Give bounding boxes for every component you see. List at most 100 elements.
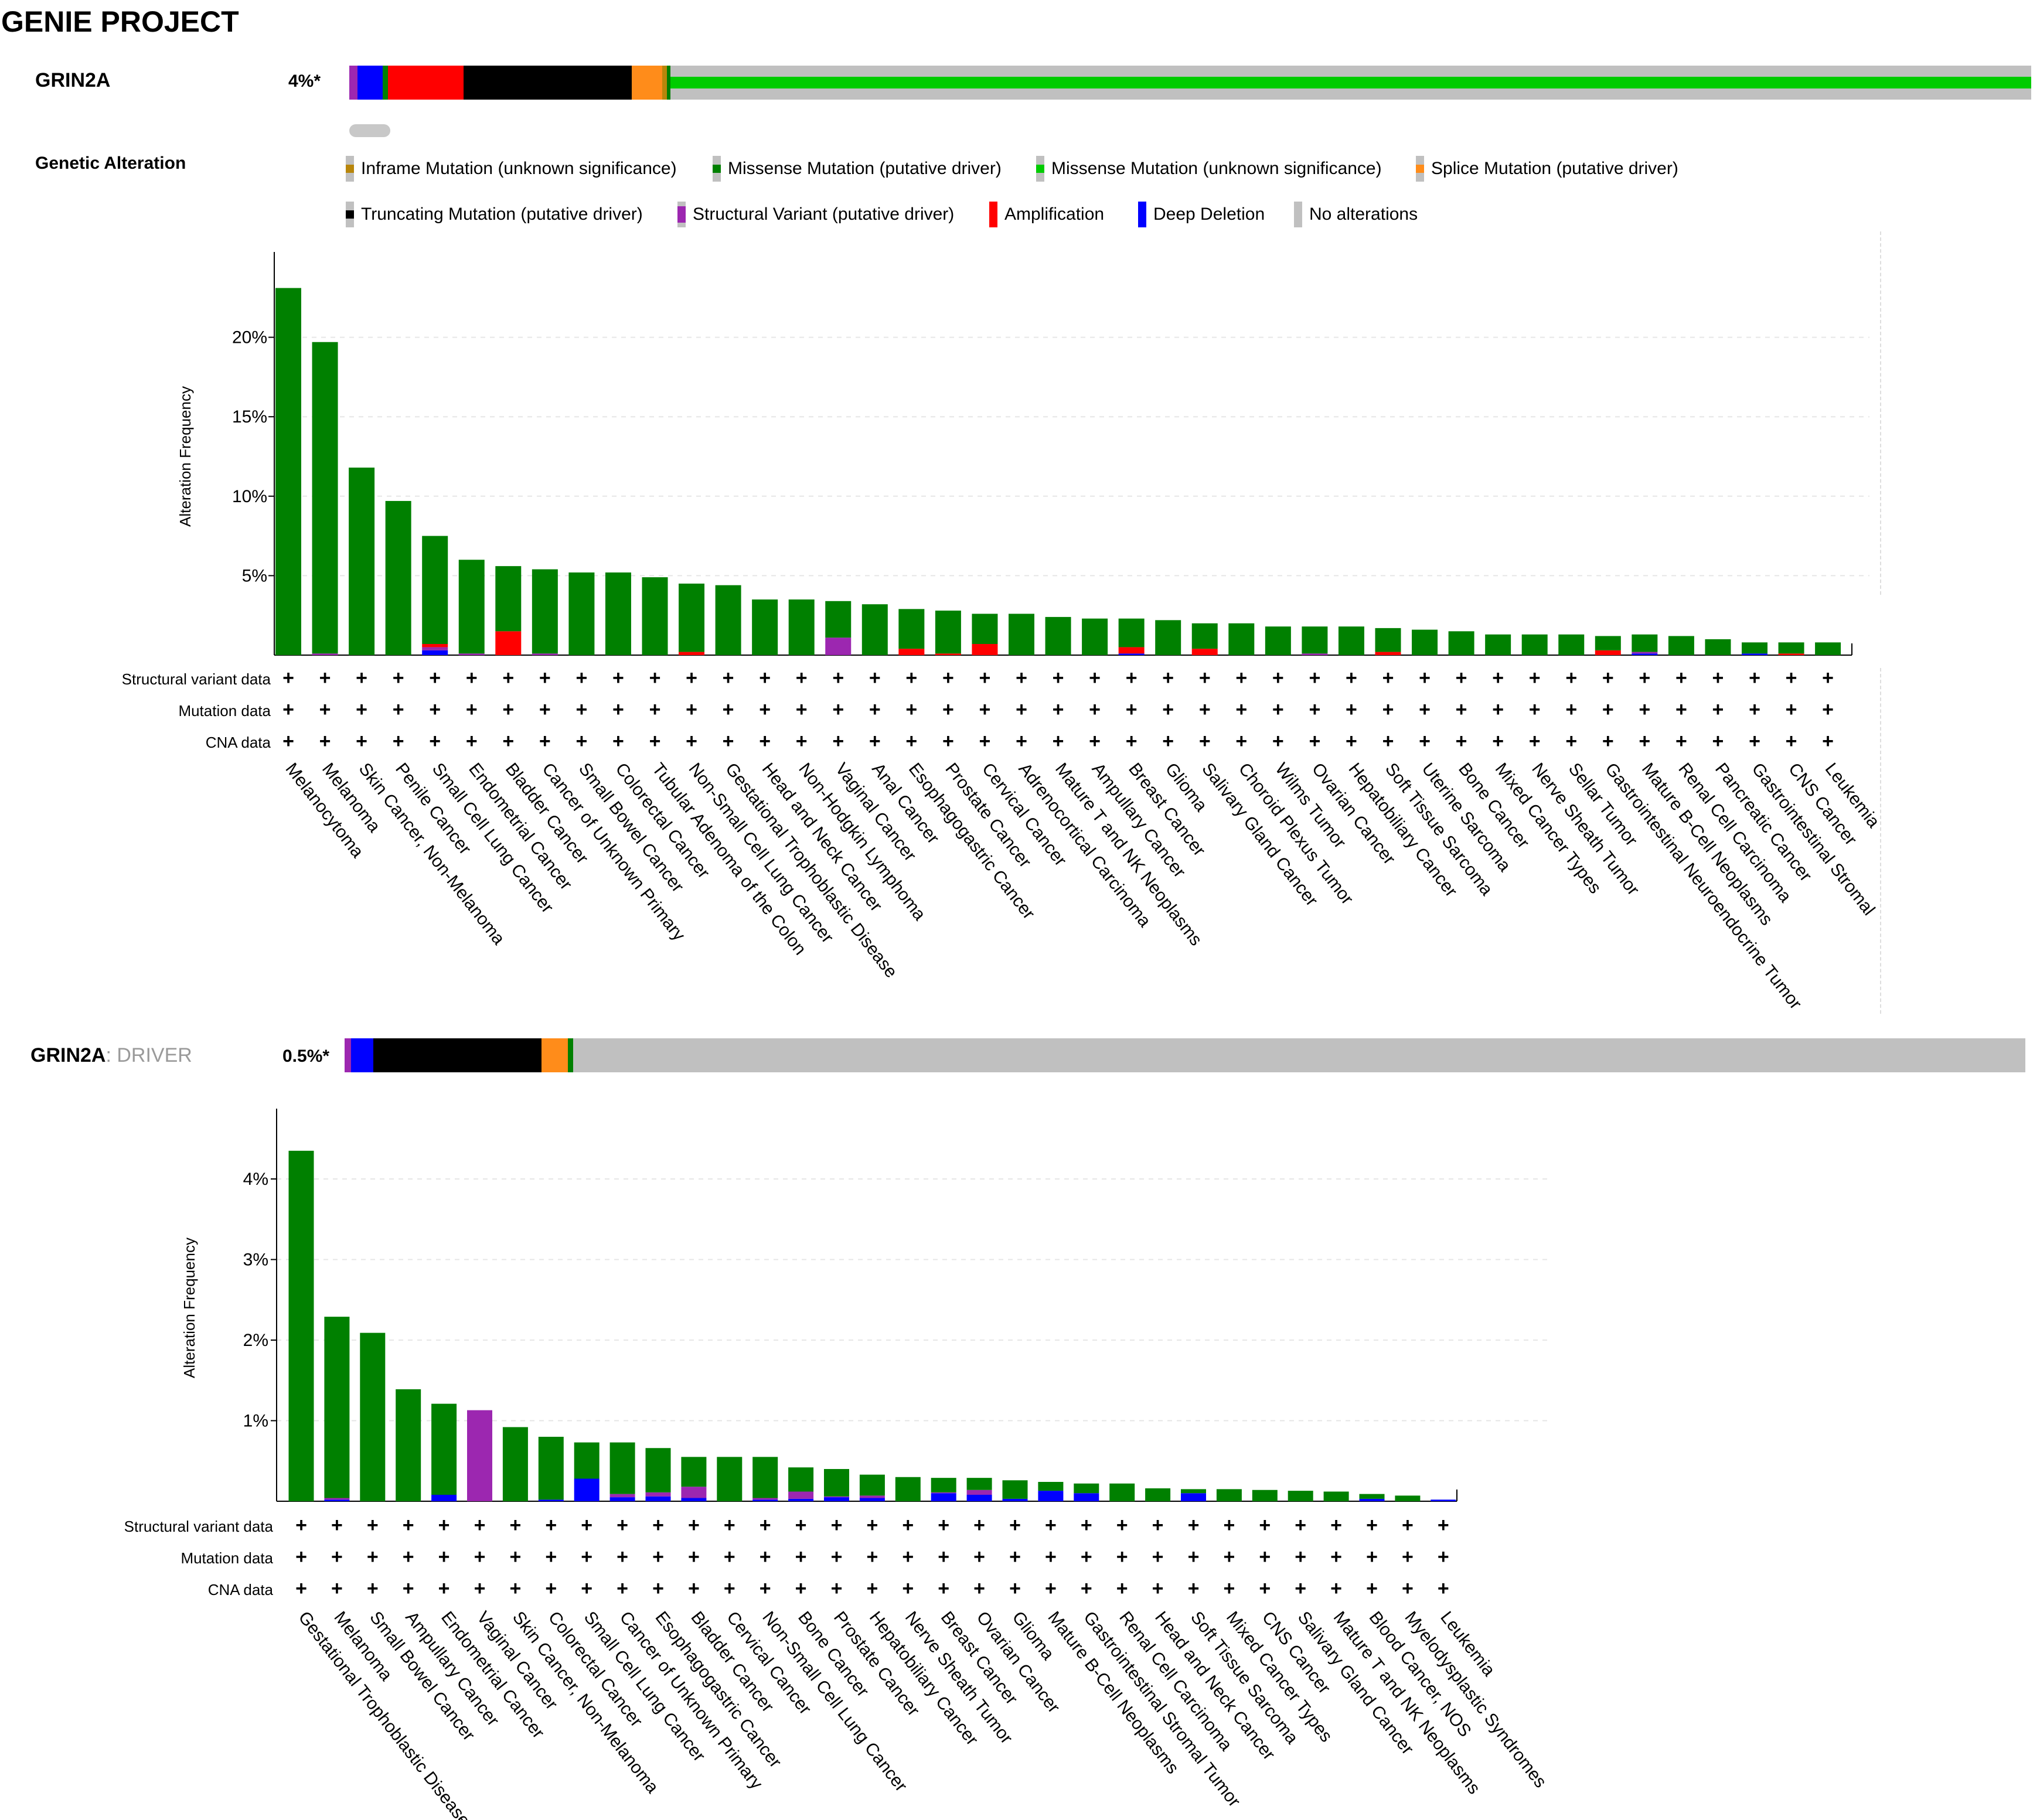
profile-mark: + xyxy=(979,730,991,752)
profile-mark: + xyxy=(1081,1514,1092,1536)
bar-missense-driver xyxy=(360,1332,386,1501)
bar-deep-deletion xyxy=(824,1497,849,1501)
profile-mark: + xyxy=(612,698,624,721)
profile-mark: + xyxy=(1188,1514,1200,1536)
bar-deep-deletion xyxy=(1118,653,1145,655)
profile-mark: + xyxy=(1366,1546,1378,1568)
profile-mark: + xyxy=(795,1546,807,1568)
profile-mark: + xyxy=(1053,667,1064,689)
oncoprint-segment-missense-driver[interactable] xyxy=(383,66,388,100)
oncoprint-segment-truncating-driver[interactable] xyxy=(464,66,632,100)
bar-missense-driver xyxy=(752,1457,778,1498)
profile-mark: + xyxy=(295,1546,307,1568)
oncoprint-segment-deep-deletion[interactable] xyxy=(357,66,383,100)
bar-missense-driver xyxy=(1074,1483,1099,1494)
chart-all-alterations: 5%10%15%20%Alteration Frequency+++Melano… xyxy=(122,252,1884,1013)
oncoprint-segment-missense-unknown[interactable] xyxy=(670,77,2031,88)
profile-mark: + xyxy=(1786,667,1797,689)
profile-mark: + xyxy=(1438,1514,1449,1536)
profile-mark: + xyxy=(1438,1546,1449,1568)
profile-mark: + xyxy=(1223,1514,1235,1536)
profile-mark: + xyxy=(1419,730,1431,752)
oncoprint-segment-splice-driver[interactable] xyxy=(632,66,662,100)
profile-mark: + xyxy=(1712,730,1724,752)
bar-missense-driver xyxy=(1216,1489,1242,1501)
bar-structural-variant xyxy=(859,1495,885,1498)
profile-mark: + xyxy=(652,1577,664,1600)
profile-mark: + xyxy=(539,667,551,689)
profile-row-label: Structural variant data xyxy=(124,1518,274,1535)
bar-structural-variant xyxy=(752,1498,778,1500)
profile-mark: + xyxy=(831,1546,843,1568)
bar-structural-variant xyxy=(681,1487,707,1498)
bar-deep-deletion xyxy=(422,650,448,655)
profile-mark: + xyxy=(1295,1546,1306,1568)
profile-mark: + xyxy=(832,667,844,689)
profile-mark: + xyxy=(1309,730,1320,752)
profile-mark: + xyxy=(1565,730,1577,752)
bar-missense-driver xyxy=(568,572,595,655)
bar-missense-driver xyxy=(1705,639,1731,655)
oncoprint-segment-structural-variant[interactable] xyxy=(345,1038,352,1072)
legend-swatch xyxy=(346,202,354,227)
profile-mark: + xyxy=(1235,698,1247,721)
chart-scroll-edge xyxy=(1880,231,1881,595)
legend-swatch xyxy=(713,156,721,182)
profile-mark: + xyxy=(1053,698,1064,721)
profile-mark: + xyxy=(760,1577,771,1600)
oncoprint-segment-missense-driver[interactable] xyxy=(667,66,671,100)
profile-mark: + xyxy=(1259,1514,1271,1536)
oncoprint-segment-inframe[interactable] xyxy=(662,66,667,100)
bar-missense-driver xyxy=(532,569,558,654)
oncoprint-track[interactable] xyxy=(345,1038,2025,1072)
gene-label-grin2a[interactable]: GRIN2A xyxy=(35,69,110,92)
profile-mark: + xyxy=(581,1514,592,1536)
profile-mark: + xyxy=(612,667,624,689)
bar-missense-driver xyxy=(861,604,888,655)
oncoprint-segment-splice-driver[interactable] xyxy=(541,1038,568,1072)
oncoprint-scrollbar[interactable] xyxy=(349,124,390,137)
oncoprint-track[interactable] xyxy=(349,66,2031,100)
oncoprint-segment-amplification[interactable] xyxy=(388,66,464,100)
profile-mark: + xyxy=(282,667,294,689)
legend-label: Inframe Mutation (unknown significance) xyxy=(361,159,677,178)
legend-label: Structural Variant (putative driver) xyxy=(693,205,955,224)
bar-missense-driver xyxy=(788,599,815,655)
profile-mark: + xyxy=(759,698,771,721)
y-axis-label: Alteration Frequency xyxy=(176,386,194,527)
gene-name: GRIN2A xyxy=(35,69,111,91)
bar-missense-driver xyxy=(825,601,852,638)
oncoprint-segment-structural-variant[interactable] xyxy=(349,66,358,100)
bar-deep-deletion xyxy=(609,1497,635,1501)
bar-structural-variant xyxy=(458,653,485,655)
profile-mark: + xyxy=(1016,698,1027,721)
bar-missense-driver xyxy=(788,1467,814,1492)
profile-mark: + xyxy=(1346,698,1357,721)
bar-missense-driver xyxy=(895,1477,921,1501)
bar-missense-driver xyxy=(1288,1491,1313,1501)
profile-mark: + xyxy=(869,730,881,752)
profile-mark: + xyxy=(1529,667,1541,689)
oncoprint-segment-truncating-driver[interactable] xyxy=(373,1038,541,1072)
bar-amplification xyxy=(1595,650,1621,655)
profile-mark: + xyxy=(979,698,991,721)
oncoprint-segment-missense-driver[interactable] xyxy=(568,1038,574,1072)
bar-structural-variant xyxy=(1302,653,1328,655)
profile-mark: + xyxy=(866,1546,878,1568)
oncoprint-segment-deep-deletion[interactable] xyxy=(351,1038,373,1072)
profile-mark: + xyxy=(1116,1514,1128,1536)
profile-mark: + xyxy=(1188,1546,1200,1568)
bar-structural-variant xyxy=(966,1490,992,1495)
bar-missense-driver xyxy=(1045,616,1071,655)
profile-mark: + xyxy=(466,698,478,721)
gene-label-grin2a-driver[interactable]: GRIN2A: DRIVER xyxy=(30,1044,192,1067)
profile-mark: + xyxy=(1223,1577,1235,1600)
profile-mark: + xyxy=(539,698,551,721)
profile-mark: + xyxy=(393,667,404,689)
profile-mark: + xyxy=(902,1546,914,1568)
profile-mark: + xyxy=(331,1546,343,1568)
profile-mark: + xyxy=(1089,730,1101,752)
profile-mark: + xyxy=(502,698,514,721)
profile-mark: + xyxy=(1235,730,1247,752)
profile-mark: + xyxy=(1126,698,1138,721)
